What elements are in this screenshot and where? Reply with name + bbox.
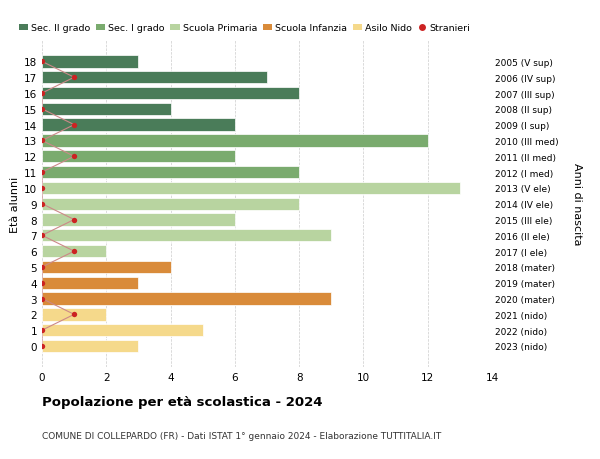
Bar	[42, 119, 235, 132]
Point	[37, 106, 47, 113]
Point	[37, 185, 47, 192]
Bar	[42, 277, 139, 289]
Bar	[42, 198, 299, 210]
Point	[37, 138, 47, 145]
Point	[70, 74, 79, 82]
Bar	[42, 182, 460, 195]
Bar	[42, 246, 106, 258]
Bar	[42, 214, 235, 226]
Bar	[42, 135, 428, 147]
Text: COMUNE DI COLLEPARDO (FR) - Dati ISTAT 1° gennaio 2024 - Elaborazione TUTTITALIA: COMUNE DI COLLEPARDO (FR) - Dati ISTAT 1…	[42, 431, 441, 441]
Point	[37, 201, 47, 208]
Legend: Sec. II grado, Sec. I grado, Scuola Primaria, Scuola Infanzia, Asilo Nido, Stran: Sec. II grado, Sec. I grado, Scuola Prim…	[19, 24, 470, 34]
Y-axis label: Anni di nascita: Anni di nascita	[572, 163, 582, 246]
Bar	[42, 103, 170, 116]
Bar	[42, 230, 331, 242]
Point	[70, 248, 79, 255]
Point	[37, 169, 47, 176]
Bar	[42, 56, 139, 68]
Bar	[42, 325, 203, 336]
Bar	[42, 293, 331, 305]
Point	[37, 263, 47, 271]
Point	[37, 327, 47, 334]
Point	[70, 122, 79, 129]
Point	[37, 295, 47, 302]
Point	[37, 342, 47, 350]
Point	[37, 280, 47, 287]
Point	[70, 311, 79, 319]
Point	[37, 232, 47, 240]
Bar	[42, 72, 267, 84]
Text: Popolazione per età scolastica - 2024: Popolazione per età scolastica - 2024	[42, 395, 323, 408]
Point	[70, 153, 79, 161]
Y-axis label: Età alunni: Età alunni	[10, 176, 20, 232]
Bar	[42, 308, 106, 321]
Bar	[42, 151, 235, 163]
Bar	[42, 88, 299, 100]
Bar	[42, 261, 170, 274]
Bar	[42, 167, 299, 179]
Point	[37, 90, 47, 97]
Point	[37, 59, 47, 66]
Point	[70, 216, 79, 224]
Bar	[42, 340, 139, 353]
